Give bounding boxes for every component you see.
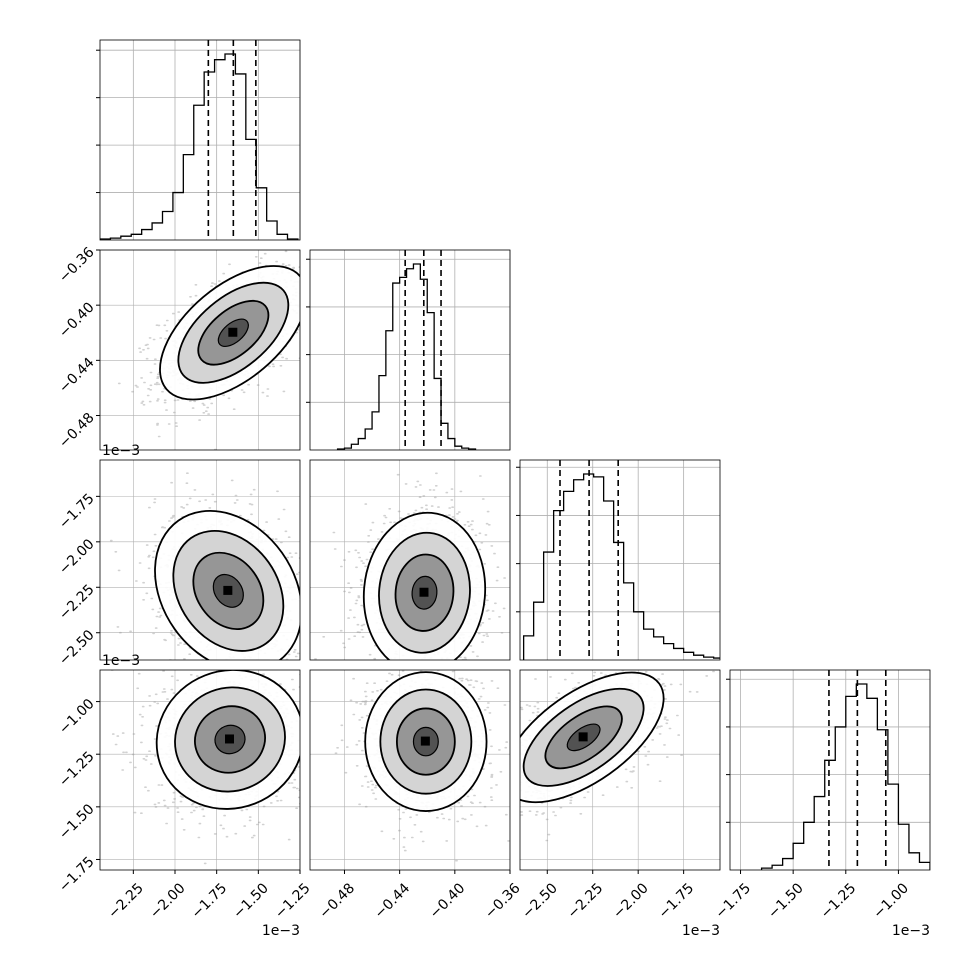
density-peak [578,732,588,742]
panel-contents [520,670,720,870]
hist-panel-3 [726,669,931,871]
histogram-step [336,263,477,450]
scatter-panel-1-2 [309,459,511,661]
panel-frame [729,669,931,871]
x-offset-label: 1e−3 [682,923,720,939]
y-tick-label: −0.44 [56,355,98,397]
density-peak [420,736,430,746]
density-peak [419,587,429,597]
hist-panel-2 [516,459,721,661]
x-tick-label: −0.44 [372,880,414,922]
y-tick-label: −1.75 [56,491,98,533]
panel-contents [100,460,300,660]
scatter-panel-2-3 [519,669,721,871]
scatter-panel-1-3 [309,669,511,871]
hist-panel-1 [306,249,511,451]
x-offset-label: 1e−3 [262,923,300,939]
panel-contents [100,250,300,450]
panel-contents [310,460,510,660]
y-tick-label: −1.50 [56,801,98,843]
x-tick-label: −1.75 [712,880,754,922]
panel-frame [99,459,301,661]
hist-panel-0 [96,39,301,241]
scatter-panel-0-3 [99,669,301,871]
histogram-step [522,473,720,660]
x-offset-label: 1e−3 [892,923,930,939]
x-tick-label: −1.50 [765,880,807,922]
x-tick-label: −1.25 [272,880,314,922]
density-peak [223,585,233,595]
scatter-panel-0-2 [99,459,301,661]
density-peak [225,734,234,744]
density-peak [228,327,238,337]
y-offset-label: 1e−3 [102,653,140,669]
x-tick-label: −0.40 [427,880,469,922]
histogram-step [100,53,299,240]
x-tick-label: −1.25 [818,880,860,922]
x-tick-label: −2.50 [519,880,561,922]
panel-frame [309,249,511,451]
panel-frame [309,669,511,871]
panel-contents [310,670,510,870]
scatter-panel-0-1 [99,249,301,451]
x-tick-label: −2.25 [105,880,147,922]
y-tick-label: −1.25 [56,749,98,791]
panel-frame [99,39,301,241]
y-tick-label: −2.00 [56,536,98,578]
x-tick-label: −1.75 [189,880,231,922]
y-tick-label: −2.25 [56,582,98,624]
y-tick-label: −0.40 [56,300,98,342]
y-tick-label: −1.00 [56,696,98,738]
histogram-step [760,683,930,870]
panel-frame [99,669,301,871]
x-tick-label: −2.25 [565,880,607,922]
panel-contents [100,670,300,870]
x-tick-label: −2.00 [147,880,189,922]
y-tick-label: −1.75 [56,854,98,896]
panel-frame [99,249,301,451]
x-tick-label: −1.75 [656,880,698,922]
x-tick-label: −0.48 [316,880,358,922]
x-tick-label: −1.00 [870,880,912,922]
x-tick-label: −1.50 [230,880,272,922]
y-tick-label: −2.50 [56,627,98,669]
y-tick-label: −0.48 [56,410,98,452]
panel-frame [519,459,721,661]
panel-frame [309,459,511,661]
y-offset-label: 1e−3 [102,443,140,459]
x-tick-label: −2.00 [610,880,652,922]
x-tick-label: −0.36 [482,880,524,922]
panel-frame [519,669,721,871]
y-tick-label: −0.36 [56,244,98,286]
